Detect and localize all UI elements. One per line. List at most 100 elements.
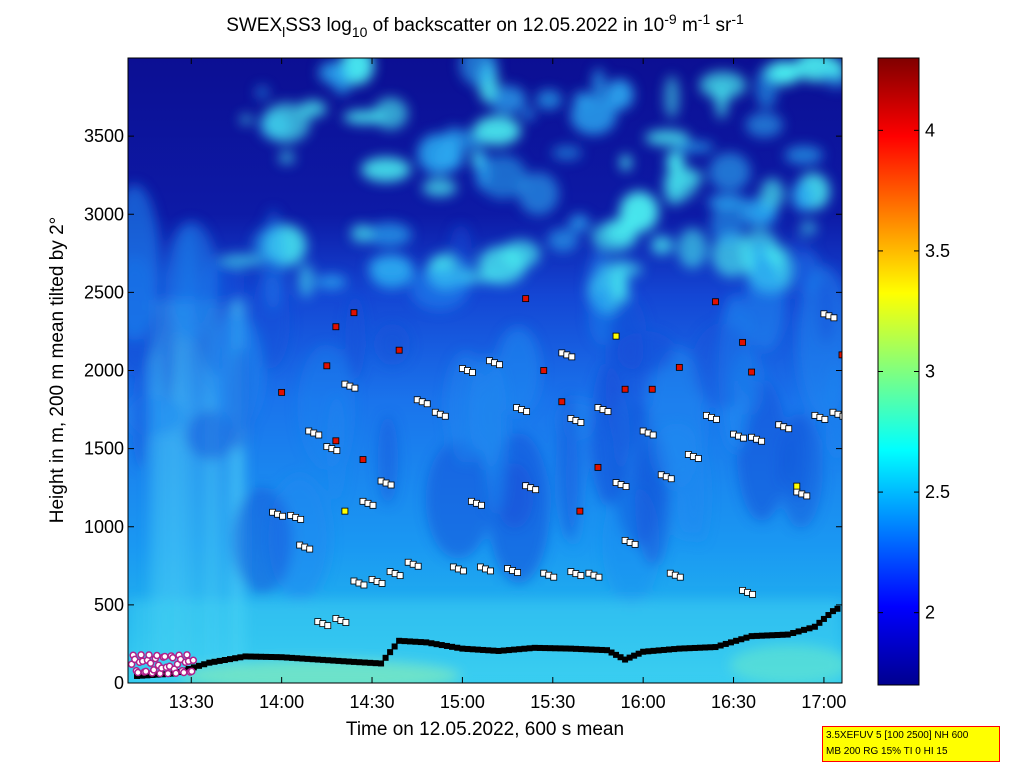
cloud-patch <box>751 203 778 226</box>
blh-point <box>665 646 672 653</box>
blh-point <box>562 645 569 652</box>
blh-point <box>464 645 471 652</box>
colorbar-tick-label: 2.5 <box>925 482 950 502</box>
blh-point <box>617 654 624 661</box>
blh-point <box>257 653 264 660</box>
blh-point <box>717 642 724 649</box>
haze-patch <box>377 414 399 505</box>
y-tick-label: 3500 <box>84 126 124 146</box>
cloud-patch <box>318 61 348 85</box>
blh-point <box>196 662 203 669</box>
blh-point <box>790 630 797 636</box>
aerosol-streak <box>199 300 209 680</box>
cloud-patch <box>784 145 823 165</box>
blh-point <box>769 632 776 639</box>
cloud-patch <box>677 228 708 269</box>
blh-point <box>640 648 647 655</box>
cloud-patch <box>764 60 803 85</box>
cloud-patch <box>745 112 783 138</box>
chart-title: SWEXlSS3 log10 of backscatter on 12.05.2… <box>226 11 744 40</box>
blh-point <box>190 664 197 671</box>
cloud-point <box>359 456 367 463</box>
cloud-point <box>350 309 358 317</box>
blh-point <box>526 645 533 652</box>
blh-point <box>490 647 497 654</box>
blh-point <box>655 647 662 654</box>
blh-point <box>811 623 818 630</box>
blh-point <box>779 631 786 638</box>
aerosol-streak <box>180 300 190 680</box>
blh-point <box>495 647 502 654</box>
cloud-patch <box>791 180 815 212</box>
colorbar-tick-label: 3 <box>925 362 935 382</box>
cloud-patch <box>501 240 541 268</box>
haze-patch <box>261 209 286 311</box>
haze-patch <box>495 326 542 416</box>
blh-point <box>449 643 456 650</box>
title-part: of backscatter on 12.05.2022 in 10 <box>367 15 664 36</box>
cloud-patch <box>620 154 632 171</box>
haze-patch <box>374 323 411 366</box>
cloud-patch <box>710 202 744 246</box>
cloud-point <box>522 295 530 303</box>
blh-point <box>443 642 450 649</box>
blh-point <box>340 658 347 665</box>
layer-point <box>622 483 630 490</box>
blh-point <box>650 647 657 654</box>
blh-point <box>727 639 734 646</box>
y-tick-label: 2500 <box>84 282 124 302</box>
title-part: SWEX <box>226 15 282 36</box>
blh-point <box>372 660 379 667</box>
layer-point <box>523 408 531 415</box>
layer-point <box>749 590 756 598</box>
layer-point <box>315 431 323 439</box>
haze-patch <box>731 350 765 416</box>
blh-point <box>201 661 208 668</box>
aerosol-streak <box>234 300 245 680</box>
blh-point <box>557 645 564 652</box>
cloud-patch <box>361 157 411 182</box>
layer-point <box>595 573 603 581</box>
blh-point <box>356 659 363 666</box>
blh-point <box>795 628 802 635</box>
layer-point <box>387 481 395 489</box>
layer-point <box>604 408 612 415</box>
y-tick-label: 1500 <box>84 439 124 459</box>
cloud-point <box>278 388 286 396</box>
cloud-patch <box>350 224 373 243</box>
noise-point <box>164 669 172 678</box>
cloud-point <box>341 507 349 515</box>
cloud-patch <box>459 58 498 86</box>
layer-point <box>667 475 675 483</box>
cloud-patch <box>473 116 521 146</box>
noise-point <box>134 668 142 677</box>
blh-point <box>733 637 740 644</box>
noise-point <box>153 651 161 660</box>
y-tick-label: 500 <box>94 595 124 615</box>
blh-point <box>825 612 832 619</box>
aerosol-streak <box>217 300 224 680</box>
cloud-point <box>395 346 403 354</box>
haze-patch <box>586 249 612 312</box>
cloud-patch <box>298 263 314 298</box>
blh-point <box>686 645 693 652</box>
aerosol-streak <box>169 300 180 680</box>
blh-point <box>428 640 435 647</box>
blh-point <box>631 652 638 659</box>
haze-patch <box>179 225 197 335</box>
layer-point <box>306 545 314 553</box>
blh-point <box>288 654 295 661</box>
aerosol-streak <box>208 300 216 680</box>
blh-point <box>676 645 683 652</box>
layer-point <box>577 572 585 580</box>
cloud-point <box>558 398 566 406</box>
blh-point <box>438 642 445 649</box>
cloud-patch <box>369 254 415 289</box>
blh-point <box>387 649 394 656</box>
x-tick-label: 15:00 <box>440 692 485 712</box>
blh-point <box>242 653 249 660</box>
cloud-patch <box>422 178 457 197</box>
cloud-patch <box>366 222 412 247</box>
title-subscript: 10 <box>352 24 368 40</box>
